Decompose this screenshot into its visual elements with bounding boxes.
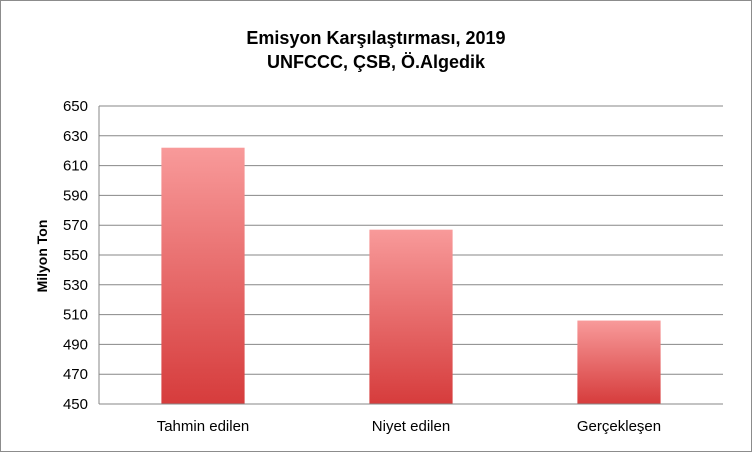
y-tick-label-6: 570	[63, 217, 88, 234]
y-tick-label-0: 450	[63, 396, 88, 413]
x-tick-label-2: Niyet edilen	[372, 418, 450, 435]
y-tick-label-5: 550	[63, 247, 88, 264]
y-tick-label-3: 510	[63, 307, 88, 324]
axes	[98, 106, 723, 405]
y-tick-label-9: 630	[63, 128, 88, 145]
y-tick-label-2: 490	[63, 336, 88, 353]
x-tick-label-3: Gerçekleşen	[577, 418, 661, 435]
x-tick-label-1: Tahmin edilen	[157, 418, 250, 435]
bars	[161, 147, 661, 404]
y-axis-label: Milyon Ton	[34, 220, 50, 293]
y-tick-label-1: 470	[63, 366, 88, 383]
bar-2	[369, 229, 453, 404]
bar-3	[577, 320, 661, 404]
y-tick-label-4: 530	[63, 277, 88, 294]
chart-subtitle: UNFCCC, ÇSB, Ö.Algedik	[267, 52, 486, 72]
chart-title: Emisyon Karşılaştırması, 2019	[246, 28, 505, 48]
y-tick-label-8: 610	[63, 158, 88, 175]
x-tick-labels: Tahmin edilen Niyet edilen Gerçekleşen	[157, 418, 661, 435]
y-tick-label-7: 590	[63, 187, 88, 204]
y-tick-label-10: 650	[63, 98, 88, 115]
y-tick-labels: 450 470 490 510 530 550 570 590 610 630 650	[63, 98, 88, 413]
bar-1	[161, 147, 245, 404]
